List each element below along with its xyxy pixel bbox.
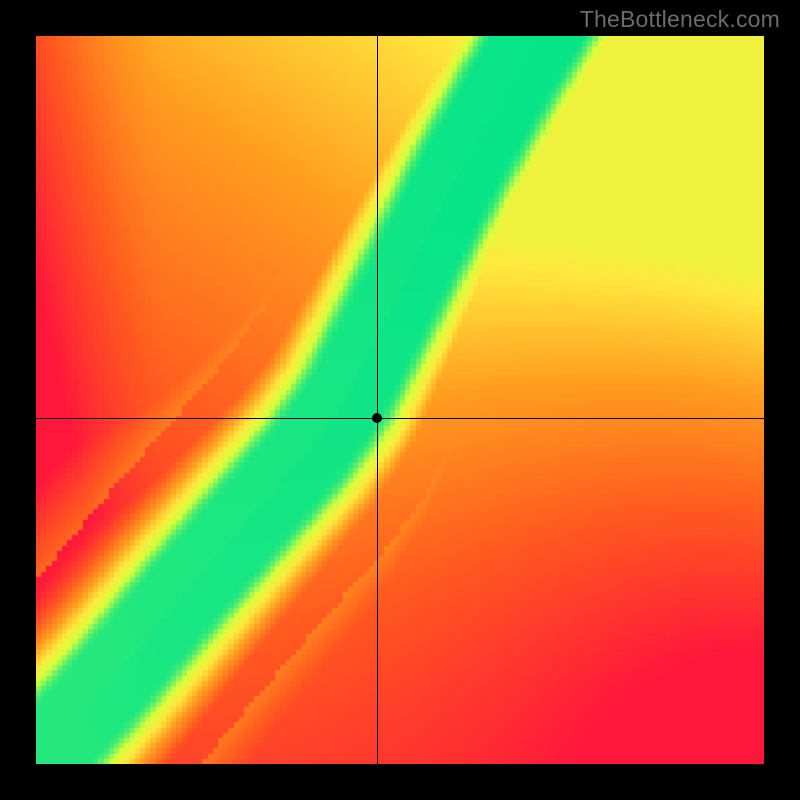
watermark-text: TheBottleneck.com [580,6,780,33]
crosshair-point [372,413,382,423]
plot-area [36,36,764,764]
heatmap-canvas [36,36,764,764]
crosshair-horizontal [36,418,764,419]
crosshair-vertical [377,36,378,764]
figure-container: TheBottleneck.com [0,0,800,800]
